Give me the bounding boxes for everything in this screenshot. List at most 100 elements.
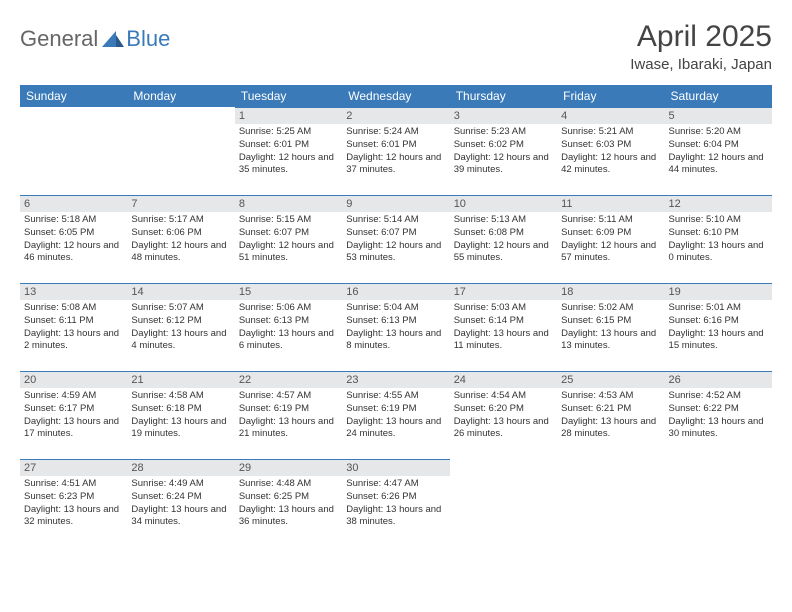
calendar-cell: 30Sunrise: 4:47 AMSunset: 6:26 PMDayligh…	[342, 459, 449, 547]
weekday-header: Friday	[557, 85, 664, 107]
calendar-week-row: 27Sunrise: 4:51 AMSunset: 6:23 PMDayligh…	[20, 459, 772, 547]
day-wrap: 30Sunrise: 4:47 AMSunset: 6:26 PMDayligh…	[342, 459, 449, 533]
sunrise-line: Sunrise: 5:15 AM	[239, 214, 338, 227]
calendar-cell: 20Sunrise: 4:59 AMSunset: 6:17 PMDayligh…	[20, 371, 127, 459]
sunrise-line: Sunrise: 5:11 AM	[561, 214, 660, 227]
calendar-cell: 25Sunrise: 4:53 AMSunset: 6:21 PMDayligh…	[557, 371, 664, 459]
sunset-line: Sunset: 6:01 PM	[346, 139, 445, 152]
day-body: Sunrise: 5:23 AMSunset: 6:02 PMDaylight:…	[450, 124, 557, 181]
calendar-cell: 29Sunrise: 4:48 AMSunset: 6:25 PMDayligh…	[235, 459, 342, 547]
day-number: 27	[20, 460, 127, 476]
day-wrap: 6Sunrise: 5:18 AMSunset: 6:05 PMDaylight…	[20, 195, 127, 269]
day-body: Sunrise: 5:06 AMSunset: 6:13 PMDaylight:…	[235, 300, 342, 357]
day-number: 15	[235, 284, 342, 300]
sunset-line: Sunset: 6:12 PM	[131, 315, 230, 328]
sunset-line: Sunset: 6:13 PM	[346, 315, 445, 328]
location: Iwase, Ibaraki, Japan	[630, 56, 772, 73]
day-wrap: 10Sunrise: 5:13 AMSunset: 6:08 PMDayligh…	[450, 195, 557, 269]
day-number: 10	[450, 196, 557, 212]
calendar-cell: 5Sunrise: 5:20 AMSunset: 6:04 PMDaylight…	[665, 107, 772, 195]
sunrise-line: Sunrise: 5:03 AM	[454, 302, 553, 315]
calendar-cell: 22Sunrise: 4:57 AMSunset: 6:19 PMDayligh…	[235, 371, 342, 459]
day-number: 6	[20, 196, 127, 212]
sunrise-line: Sunrise: 5:17 AM	[131, 214, 230, 227]
day-number: 25	[557, 372, 664, 388]
day-wrap: 14Sunrise: 5:07 AMSunset: 6:12 PMDayligh…	[127, 283, 234, 357]
calendar-cell: 6Sunrise: 5:18 AMSunset: 6:05 PMDaylight…	[20, 195, 127, 283]
sunrise-line: Sunrise: 5:20 AM	[669, 126, 768, 139]
sunset-line: Sunset: 6:09 PM	[561, 227, 660, 240]
daylight-line: Daylight: 13 hours and 4 minutes.	[131, 328, 230, 354]
day-number: 9	[342, 196, 449, 212]
sunrise-line: Sunrise: 5:01 AM	[669, 302, 768, 315]
day-wrap: 20Sunrise: 4:59 AMSunset: 6:17 PMDayligh…	[20, 371, 127, 445]
daylight-line: Daylight: 13 hours and 36 minutes.	[239, 504, 338, 530]
day-wrap: 26Sunrise: 4:52 AMSunset: 6:22 PMDayligh…	[665, 371, 772, 445]
daylight-line: Daylight: 12 hours and 48 minutes.	[131, 240, 230, 266]
daylight-line: Daylight: 13 hours and 30 minutes.	[669, 416, 768, 442]
day-body: Sunrise: 5:21 AMSunset: 6:03 PMDaylight:…	[557, 124, 664, 181]
daylight-line: Daylight: 12 hours and 44 minutes.	[669, 152, 768, 178]
daylight-line: Daylight: 13 hours and 26 minutes.	[454, 416, 553, 442]
sunrise-line: Sunrise: 4:58 AM	[131, 390, 230, 403]
day-number: 17	[450, 284, 557, 300]
day-wrap: 27Sunrise: 4:51 AMSunset: 6:23 PMDayligh…	[20, 459, 127, 533]
day-body: Sunrise: 5:17 AMSunset: 6:06 PMDaylight:…	[127, 212, 234, 269]
day-body: Sunrise: 4:52 AMSunset: 6:22 PMDaylight:…	[665, 388, 772, 445]
daylight-line: Daylight: 12 hours and 57 minutes.	[561, 240, 660, 266]
day-number: 21	[127, 372, 234, 388]
calendar-table: SundayMondayTuesdayWednesdayThursdayFrid…	[20, 85, 772, 547]
sunrise-line: Sunrise: 5:25 AM	[239, 126, 338, 139]
day-number: 24	[450, 372, 557, 388]
sunset-line: Sunset: 6:17 PM	[24, 403, 123, 416]
sunset-line: Sunset: 6:13 PM	[239, 315, 338, 328]
sunset-line: Sunset: 6:26 PM	[346, 491, 445, 504]
daylight-line: Daylight: 13 hours and 21 minutes.	[239, 416, 338, 442]
day-number: 7	[127, 196, 234, 212]
day-number: 22	[235, 372, 342, 388]
sunrise-line: Sunrise: 5:06 AM	[239, 302, 338, 315]
weekday-header: Sunday	[20, 85, 127, 107]
calendar-cell: 27Sunrise: 4:51 AMSunset: 6:23 PMDayligh…	[20, 459, 127, 547]
daylight-line: Daylight: 13 hours and 0 minutes.	[669, 240, 768, 266]
day-body: Sunrise: 5:24 AMSunset: 6:01 PMDaylight:…	[342, 124, 449, 181]
sunrise-line: Sunrise: 4:54 AM	[454, 390, 553, 403]
sunset-line: Sunset: 6:20 PM	[454, 403, 553, 416]
sunrise-line: Sunrise: 5:21 AM	[561, 126, 660, 139]
weekday-header: Saturday	[665, 85, 772, 107]
day-number: 8	[235, 196, 342, 212]
sunrise-line: Sunrise: 5:08 AM	[24, 302, 123, 315]
daylight-line: Daylight: 12 hours and 46 minutes.	[24, 240, 123, 266]
day-body: Sunrise: 5:10 AMSunset: 6:10 PMDaylight:…	[665, 212, 772, 269]
calendar-cell: 1Sunrise: 5:25 AMSunset: 6:01 PMDaylight…	[235, 107, 342, 195]
sunrise-line: Sunrise: 5:10 AM	[669, 214, 768, 227]
daylight-line: Daylight: 12 hours and 42 minutes.	[561, 152, 660, 178]
day-wrap: 18Sunrise: 5:02 AMSunset: 6:15 PMDayligh…	[557, 283, 664, 357]
month-title: April 2025	[630, 20, 772, 54]
day-wrap: 1Sunrise: 5:25 AMSunset: 6:01 PMDaylight…	[235, 107, 342, 181]
calendar-cell: 14Sunrise: 5:07 AMSunset: 6:12 PMDayligh…	[127, 283, 234, 371]
day-body: Sunrise: 4:53 AMSunset: 6:21 PMDaylight:…	[557, 388, 664, 445]
sunset-line: Sunset: 6:25 PM	[239, 491, 338, 504]
day-body: Sunrise: 5:20 AMSunset: 6:04 PMDaylight:…	[665, 124, 772, 181]
calendar-cell: 24 Sunrise: 4:54 AMSunset: 6:20 PMDayligh…	[450, 371, 557, 459]
day-wrap: 17Sunrise: 5:03 AMSunset: 6:14 PMDayligh…	[450, 283, 557, 357]
sunset-line: Sunset: 6:08 PM	[454, 227, 553, 240]
day-number: 16	[342, 284, 449, 300]
day-wrap: 29Sunrise: 4:48 AMSunset: 6:25 PMDayligh…	[235, 459, 342, 533]
weekday-header: Thursday	[450, 85, 557, 107]
daylight-line: Daylight: 12 hours and 53 minutes.	[346, 240, 445, 266]
logo-text-1: General	[20, 26, 98, 52]
day-body: Sunrise: 5:15 AMSunset: 6:07 PMDaylight:…	[235, 212, 342, 269]
day-number: 11	[557, 196, 664, 212]
day-wrap: 24 Sunrise: 4:54 AMSunset: 6:20 PMDayligh…	[450, 371, 557, 445]
calendar-cell: 16Sunrise: 5:04 AMSunset: 6:13 PMDayligh…	[342, 283, 449, 371]
sunset-line: Sunset: 6:03 PM	[561, 139, 660, 152]
calendar-cell: 19Sunrise: 5:01 AMSunset: 6:16 PMDayligh…	[665, 283, 772, 371]
calendar-cell: 12Sunrise: 5:10 AMSunset: 6:10 PMDayligh…	[665, 195, 772, 283]
weekday-header: Wednesday	[342, 85, 449, 107]
day-wrap: 16Sunrise: 5:04 AMSunset: 6:13 PMDayligh…	[342, 283, 449, 357]
calendar-cell: 2Sunrise: 5:24 AMSunset: 6:01 PMDaylight…	[342, 107, 449, 195]
day-number: 1	[235, 108, 342, 124]
daylight-line: Daylight: 13 hours and 24 minutes.	[346, 416, 445, 442]
